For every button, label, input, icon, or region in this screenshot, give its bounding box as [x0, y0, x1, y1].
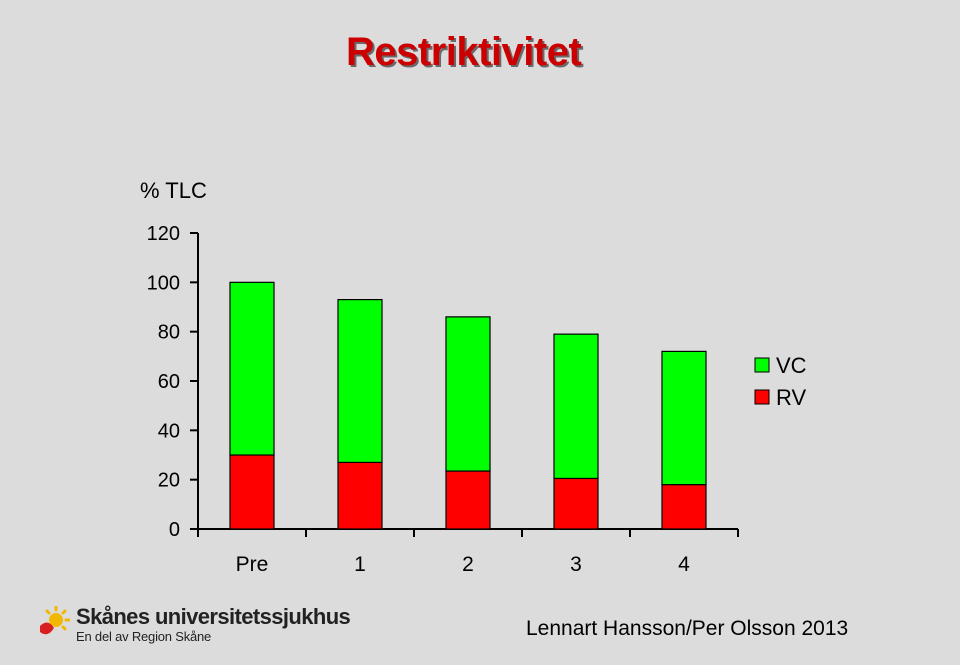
y-tick-label: 80	[158, 322, 180, 344]
sun-icon	[40, 606, 70, 635]
x-tick-label: 1	[354, 553, 366, 576]
bar-vc	[229, 281, 275, 456]
legend-swatch	[754, 357, 770, 373]
logo-subtitle: En del av Region Skåne	[76, 629, 212, 644]
bar-rv	[661, 484, 707, 530]
chart-title: Restriktivitet	[346, 30, 582, 74]
y-axis-label: % TLC	[140, 178, 207, 203]
hospital-logo: Skånes universitetssjukhus En del av Reg…	[38, 604, 351, 646]
legend-label: VC	[776, 353, 807, 378]
x-tick-label: 4	[678, 553, 690, 576]
bars	[229, 281, 707, 530]
x-tick-label: 3	[570, 553, 582, 576]
bar-rv	[445, 470, 491, 530]
bar-vc	[445, 316, 491, 472]
bar-vc	[337, 299, 383, 464]
legend-swatch	[754, 389, 770, 405]
logo-name: Skånes universitetssjukhus	[76, 604, 351, 629]
y-tick-label: 0	[169, 519, 180, 541]
x-tick-label: Pre	[236, 553, 269, 576]
bar-vc	[661, 350, 707, 486]
stacked-bar-chart: % TLC 0 20 40 60 80 100 120 Pre 1 2 3 4 VC RV	[140, 178, 807, 576]
y-tick-label: 100	[147, 272, 180, 294]
y-tick-label: 120	[147, 223, 180, 245]
legend: VC RV	[754, 353, 807, 410]
bar-rv	[337, 461, 383, 530]
y-tick-label: 40	[158, 420, 180, 442]
y-tick-label: 60	[158, 371, 180, 393]
x-tick-label: 2	[462, 553, 474, 576]
author-credit: Lennart Hansson/Per Olsson 2013	[526, 617, 849, 640]
bar-rv	[229, 454, 275, 530]
legend-label: RV	[776, 385, 806, 410]
bar-rv	[553, 477, 599, 530]
bar-vc	[553, 333, 599, 480]
y-tick-label: 20	[158, 470, 180, 492]
